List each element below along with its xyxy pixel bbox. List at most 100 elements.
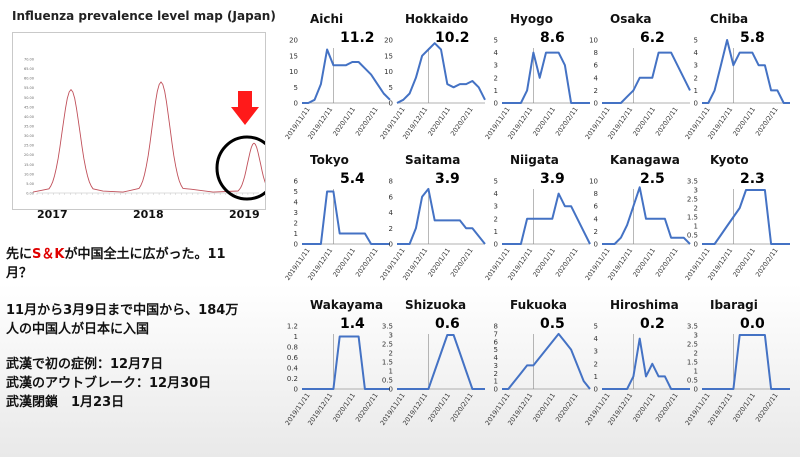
- y-tick-label: 0: [694, 100, 698, 108]
- y-tick-label: 20: [384, 37, 393, 45]
- y-tick-label: 10: [289, 68, 298, 76]
- note-line-1-post: が中国全土に広がった。11: [64, 247, 226, 262]
- x-tick-label: 2020/2/11: [654, 247, 680, 279]
- y-tick-label: 5: [294, 84, 298, 92]
- series-line: [602, 186, 691, 245]
- y-tick-label: 4: [494, 190, 499, 198]
- y-tick-label: 8: [594, 49, 598, 57]
- y-tick-label: 0: [494, 241, 498, 249]
- note-line-6: 武漢閉鎖 1月23日: [6, 395, 125, 410]
- y-tick-label: 0: [694, 386, 698, 394]
- series-line: [397, 334, 485, 390]
- chart-title: Hokkaido: [405, 12, 469, 26]
- y-tick-label: 15: [384, 52, 393, 60]
- chart-title: Ibaragi: [710, 298, 758, 312]
- chart-plot: 0123452019/11/112019/12/112020/1/112020/…: [484, 178, 591, 282]
- chart-title: Kanagawa: [610, 153, 680, 167]
- y-tick-label: 3: [694, 187, 698, 195]
- y-tick-label: 2.5: [382, 341, 393, 349]
- red-arrow-icon: [238, 91, 252, 107]
- y-tick-label: 6: [294, 178, 299, 186]
- y-tick-label: 2: [494, 74, 498, 82]
- influenza-chart: 70.00 65.00 60.00 55.00 50.00 45.00 40.00 35.00…: [12, 32, 266, 210]
- chart-plot: 00.511.522.533.52019/11/112019/12/112020…: [684, 323, 790, 427]
- chart-value-label: 2.3: [740, 171, 765, 187]
- y-tick-label: 2.5: [687, 341, 698, 349]
- chart-value-label: 10.2: [435, 30, 470, 46]
- x-tick-label: 2020/2/11: [754, 247, 780, 279]
- y-tick-label: 1: [494, 87, 498, 95]
- note-line-2: 11月から3月9日まで中国から、184万: [6, 303, 239, 318]
- chart-plot: 02468102019/11/112019/12/112020/1/112020…: [584, 178, 691, 282]
- y-tick-label: 7: [494, 330, 498, 338]
- note-line-1: 先にS＆Kが中国全土に広がった。11: [6, 245, 226, 264]
- chart-plot: 0123456782019/11/112019/12/112020/1/1120…: [484, 323, 591, 427]
- series-line: [302, 190, 390, 245]
- y-tick-label: 6: [594, 62, 599, 70]
- y-tick-label: 2: [389, 350, 393, 358]
- chart-title: Fukuoka: [510, 298, 567, 312]
- chart-title: Kyoto: [710, 153, 749, 167]
- chart-plot: 00.20.40.60.811.22019/11/112019/12/11202…: [284, 323, 390, 427]
- y-tick-label: 3.5: [687, 178, 698, 186]
- y-tick-label: 2: [389, 225, 393, 233]
- series-line: [302, 335, 390, 390]
- y-tick-label: 2: [294, 220, 298, 228]
- chart-value-label: 5.8: [740, 30, 765, 46]
- flu-series-line: [32, 81, 265, 193]
- flu-y-tick: 65.00: [24, 67, 34, 71]
- chart-plot: 0123452019/11/112019/12/112020/1/112020/…: [584, 323, 690, 427]
- y-tick-label: 1: [294, 333, 298, 341]
- y-tick-label: 5: [494, 178, 498, 186]
- chart-title: Osaka: [610, 12, 652, 26]
- y-tick-label: 0.5: [382, 377, 393, 385]
- flu-y-tick: 45.00: [24, 105, 34, 109]
- flu-y-tick: 35.00: [24, 125, 34, 129]
- y-tick-label: 0.6: [287, 354, 299, 362]
- chart-value-label: 8.6: [540, 30, 565, 46]
- y-tick-label: 0: [294, 386, 298, 394]
- chart-value-label: 0.2: [640, 316, 665, 332]
- y-tick-label: 2: [594, 228, 598, 236]
- year-label-2017: 2017: [37, 208, 68, 221]
- note-line-1-cont: 月？: [6, 266, 33, 281]
- y-tick-label: 8: [494, 323, 498, 331]
- y-tick-label: 5: [694, 37, 698, 45]
- y-tick-label: 0: [389, 100, 393, 108]
- chart-title: Wakayama: [310, 298, 384, 312]
- series-line: [602, 51, 691, 104]
- y-tick-label: 6: [389, 193, 394, 201]
- flu-y-tick: 30.00: [24, 134, 34, 138]
- flu-y-tick: 55.00: [24, 86, 34, 90]
- y-tick-label: 1: [389, 368, 393, 376]
- y-tick-label: 0: [594, 100, 598, 108]
- y-tick-label: 1: [694, 368, 698, 376]
- y-tick-label: 5: [594, 323, 598, 331]
- influenza-chart-plot: 70.00 65.00 60.00 55.00 50.00 45.00 40.00 35.00…: [24, 58, 265, 201]
- y-tick-label: 0: [494, 100, 498, 108]
- y-tick-label: 0.5: [687, 232, 698, 240]
- chart-title: Hiroshima: [610, 298, 679, 312]
- chart-plot: 051015202019/11/112019/12/112020/1/11202…: [284, 37, 391, 141]
- flu-y-tick: 15.00: [24, 163, 34, 167]
- chart-plot: 01234562019/11/112019/12/112020/1/112020…: [284, 178, 390, 282]
- x-tick-label: 2020/2/11: [449, 106, 475, 138]
- y-tick-label: 0: [294, 241, 298, 249]
- y-tick-label: 0: [594, 386, 598, 394]
- flu-y-tick: 5.00: [26, 182, 34, 186]
- y-tick-label: 2: [594, 87, 598, 95]
- y-tick-label: 1.2: [287, 323, 298, 331]
- y-tick-label: 5: [389, 84, 393, 92]
- chart-plot: 0123452019/11/112019/12/112020/1/112020/…: [484, 37, 590, 141]
- chart-title: Hyogo: [510, 12, 553, 26]
- flu-y-tick: 60.00: [24, 77, 34, 81]
- y-tick-label: 3: [494, 203, 498, 211]
- y-tick-label: 0: [494, 386, 498, 394]
- y-tick-label: 3: [694, 62, 698, 70]
- y-tick-label: 8: [389, 178, 393, 186]
- page-title: Influenza prevalence level map (Japan): [12, 9, 276, 23]
- x-tick-label: 2020/2/11: [754, 392, 780, 424]
- chart-plot: 024682019/11/112019/12/112020/1/112020/2…: [379, 178, 486, 282]
- y-tick-label: 4: [594, 215, 599, 223]
- flu-y-tick: 40.00: [24, 115, 34, 119]
